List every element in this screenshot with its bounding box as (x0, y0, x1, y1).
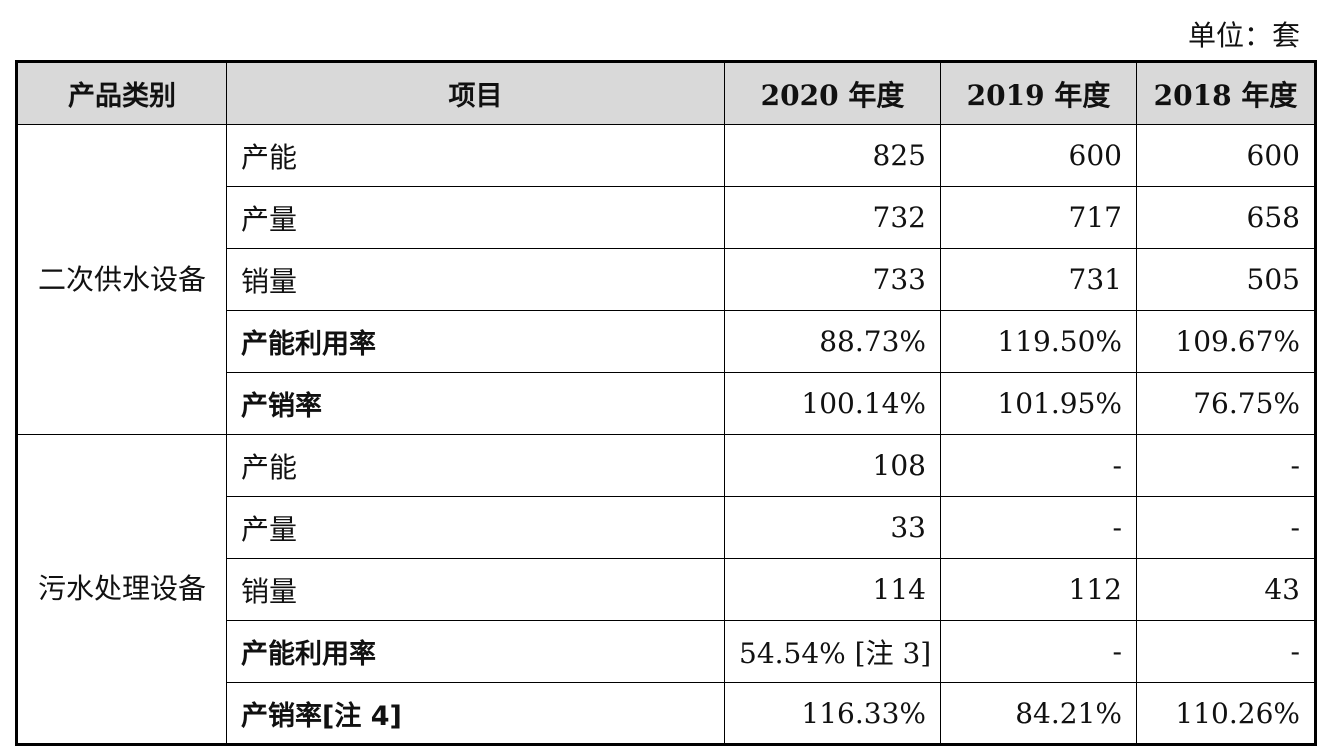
value-cell-2019: 101.95% (940, 372, 1137, 435)
value-text: 505 (1246, 263, 1300, 296)
value-text: 43 (1264, 573, 1300, 606)
item-cell: 产能 (226, 124, 725, 187)
capacity-table: 产品类别 项目 2020 年度 2019 年度 2018 年度 二次供水设备 产能… (15, 60, 1317, 746)
header-2018: 2018 年度 (1136, 61, 1316, 125)
header-category: 产品类别 (16, 61, 227, 125)
header-2020: 2020 年度 (724, 61, 941, 125)
table-row: 产销率 100.14% 101.95% 76.75% (17, 372, 1316, 435)
value-cell-2019: 600 (940, 124, 1137, 187)
value-cell-2020: 33 (724, 496, 941, 559)
value-cell-2019: 717 (940, 186, 1137, 249)
value-text: 100.14% (801, 387, 926, 420)
table-row: 产量 33 - - (17, 496, 1316, 559)
value-cell-2020: 733 (724, 248, 941, 311)
value-text: 732 (872, 201, 926, 234)
table-body: 二次供水设备 产能 825 600 600 产量 732 717 658 销量 733 731 505 产… (16, 124, 1316, 745)
value-text: 825 (872, 139, 926, 172)
value-cell-2018: 109.67% (1136, 310, 1316, 373)
value-cell-2020: 54.54% [注 3] (724, 620, 941, 683)
value-cell-2020: 732 (724, 186, 941, 249)
value-cell-2019: - (940, 434, 1137, 497)
table-row: 产能利用率 88.73% 119.50% 109.67% (17, 310, 1316, 373)
value-cell-2018: 658 (1136, 186, 1316, 249)
header-2019: 2019 年度 (940, 61, 1137, 125)
value-text: 54.54% [注 3] (739, 636, 932, 670)
value-cell-2019: - (940, 620, 1137, 683)
value-text: 112 (1068, 573, 1122, 606)
table-row: 污水处理设备 产能 108 - - (16, 434, 1316, 745)
value-text: 101.95% (997, 387, 1122, 420)
category-cell: 二次供水设备 (16, 124, 227, 435)
value-text: - (1290, 449, 1300, 482)
item-cell: 产能利用率 (226, 310, 725, 373)
value-text: 119.50% (997, 325, 1122, 358)
value-cell-2019: 112 (940, 558, 1137, 621)
value-cell-2020: 116.33% (724, 682, 941, 745)
item-cell: 产销率 (226, 372, 725, 435)
value-text: 731 (1068, 263, 1122, 296)
value-cell-2020: 88.73% (724, 310, 941, 373)
value-text: 114 (872, 573, 926, 606)
item-cell: 产能利用率 (226, 620, 725, 683)
item-cell: 产能 (226, 434, 725, 497)
value-cell-2018: - (1136, 434, 1316, 497)
value-cell-2018: - (1136, 620, 1316, 683)
value-text: 108 (872, 449, 926, 482)
table-row: 二次供水设备 产能 825 600 600 (16, 124, 1316, 435)
value-cell-2020: 100.14% (724, 372, 941, 435)
value-text: - (1112, 449, 1122, 482)
value-text: 733 (872, 263, 926, 296)
value-text: 600 (1246, 139, 1300, 172)
value-cell-2018: - (1136, 496, 1316, 559)
value-cell-2020: 108 (724, 434, 941, 497)
value-cell-2020: 114 (724, 558, 941, 621)
value-text: 33 (890, 511, 926, 544)
table-row: 产能利用率 54.54% [注 3] - - (17, 620, 1316, 683)
value-text: 84.21% (1015, 696, 1122, 730)
value-cell-2019: 119.50% (940, 310, 1137, 373)
value-text: 658 (1246, 201, 1300, 234)
value-text: 116.33% (801, 696, 926, 730)
value-cell-2019: 731 (940, 248, 1137, 311)
value-cell-2018: 505 (1136, 248, 1316, 311)
value-text: 600 (1068, 139, 1122, 172)
item-cell: 产量 (226, 186, 725, 249)
value-text: - (1290, 511, 1300, 544)
item-cell: 产量 (226, 496, 725, 559)
unit-label: 单位：套 (1187, 19, 1300, 52)
value-text: 717 (1068, 201, 1122, 234)
item-cell: 销量 (226, 558, 725, 621)
table-header-row: 产品类别 项目 2020 年度 2019 年度 2018 年度 (16, 61, 1316, 125)
category-cell: 污水处理设备 (16, 434, 227, 745)
value-text: 110.26% (1175, 696, 1300, 730)
value-text: - (1112, 635, 1122, 668)
value-text: - (1112, 511, 1122, 544)
value-text: 88.73% (819, 325, 926, 358)
value-cell-2020: 825 (724, 124, 941, 187)
value-text: - (1290, 635, 1300, 668)
value-cell-2019: 84.21% (940, 682, 1137, 745)
header-item: 项目 (226, 61, 725, 125)
value-cell-2018: 43 (1136, 558, 1316, 621)
value-cell-2019: - (940, 496, 1137, 559)
item-cell: 产销率[注 4] (226, 682, 725, 745)
value-cell-2018: 600 (1136, 124, 1316, 187)
table-row: 产销率[注 4] 116.33% 84.21% 110.26% (17, 682, 1316, 745)
value-cell-2018: 110.26% (1136, 682, 1316, 745)
item-cell: 销量 (226, 248, 725, 311)
value-cell-2018: 76.75% (1136, 372, 1316, 435)
value-text: 76.75% (1193, 387, 1300, 420)
value-text: 109.67% (1175, 325, 1300, 358)
